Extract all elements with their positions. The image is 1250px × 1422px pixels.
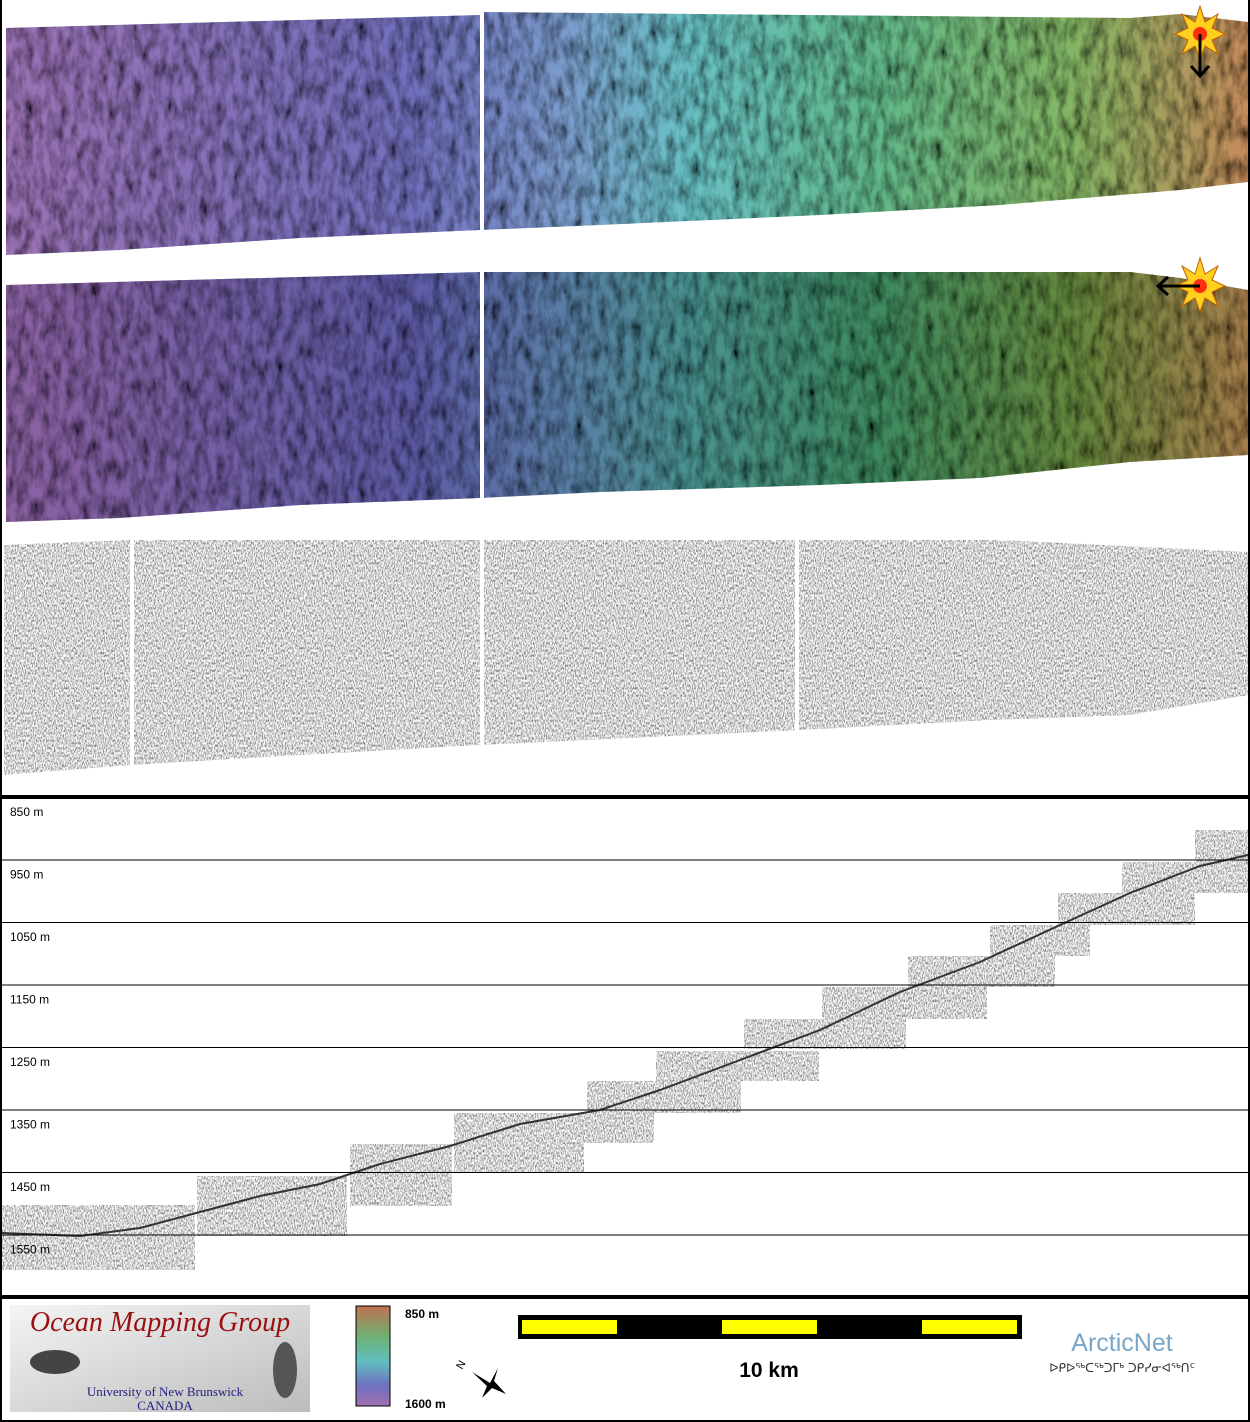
profile-block	[587, 1081, 741, 1113]
scale-label: 10 km	[739, 1359, 799, 1382]
depth-label: 1350 m	[10, 1118, 50, 1132]
group-name: Ocean Mapping Group	[30, 1307, 290, 1338]
depth-label: 950 m	[10, 868, 43, 882]
profile-block	[2, 1205, 195, 1270]
profile-block	[454, 1113, 584, 1173]
swath-gaps	[130, 10, 799, 766]
depth-grid: 850 m 950 m 1050 m 1150 m 1250 m 1350 m 1450 m…	[2, 805, 1248, 1257]
hillshade-swath-west	[6, 272, 1248, 522]
profile-block	[1058, 893, 1195, 925]
profile-block	[822, 987, 987, 1019]
logo-shape	[30, 1350, 80, 1374]
depth-label: 1050 m	[10, 930, 50, 944]
logo-shape	[273, 1342, 297, 1398]
profile-block	[584, 1113, 654, 1143]
backscatter-swath	[4, 540, 1248, 775]
partner-syllabics: ᐅᑭᐅᖅᑕᖅᑐᒥᒃ ᑐᑭᓯᓂᐊᖅᑎᑦ	[1049, 1361, 1195, 1375]
depth-label: 1250 m	[10, 1055, 50, 1069]
sun-icon-west	[1155, 256, 1227, 314]
country: CANADA	[137, 1398, 193, 1413]
depth-label: 1450 m	[10, 1180, 50, 1194]
color-bar	[355, 1305, 391, 1407]
scale-segment	[722, 1320, 817, 1334]
depth-label: 1150 m	[10, 993, 49, 1007]
colorbar-top-label: 850 m	[405, 1307, 439, 1321]
hillshade-swath-north	[6, 12, 1248, 255]
depth-label: 850 m	[10, 805, 43, 819]
depth-label: 1550 m	[10, 1243, 50, 1257]
colorbar-bottom-label: 1600 m	[405, 1397, 446, 1411]
arrow-head	[1155, 275, 1170, 297]
profile-block	[656, 1051, 819, 1081]
profile-block	[350, 1144, 452, 1206]
university: University of New Brunswick	[87, 1384, 244, 1399]
profile-block	[990, 925, 1090, 956]
sun-icon-north	[1173, 4, 1227, 79]
partner-logo: ArcticNet	[1071, 1329, 1172, 1357]
scale-segment	[922, 1320, 1017, 1334]
profile-block	[744, 1019, 906, 1049]
scale-segment	[522, 1320, 617, 1334]
compass	[472, 1368, 506, 1398]
profile-blocks	[2, 830, 1248, 1270]
arrow-head	[1189, 64, 1211, 79]
